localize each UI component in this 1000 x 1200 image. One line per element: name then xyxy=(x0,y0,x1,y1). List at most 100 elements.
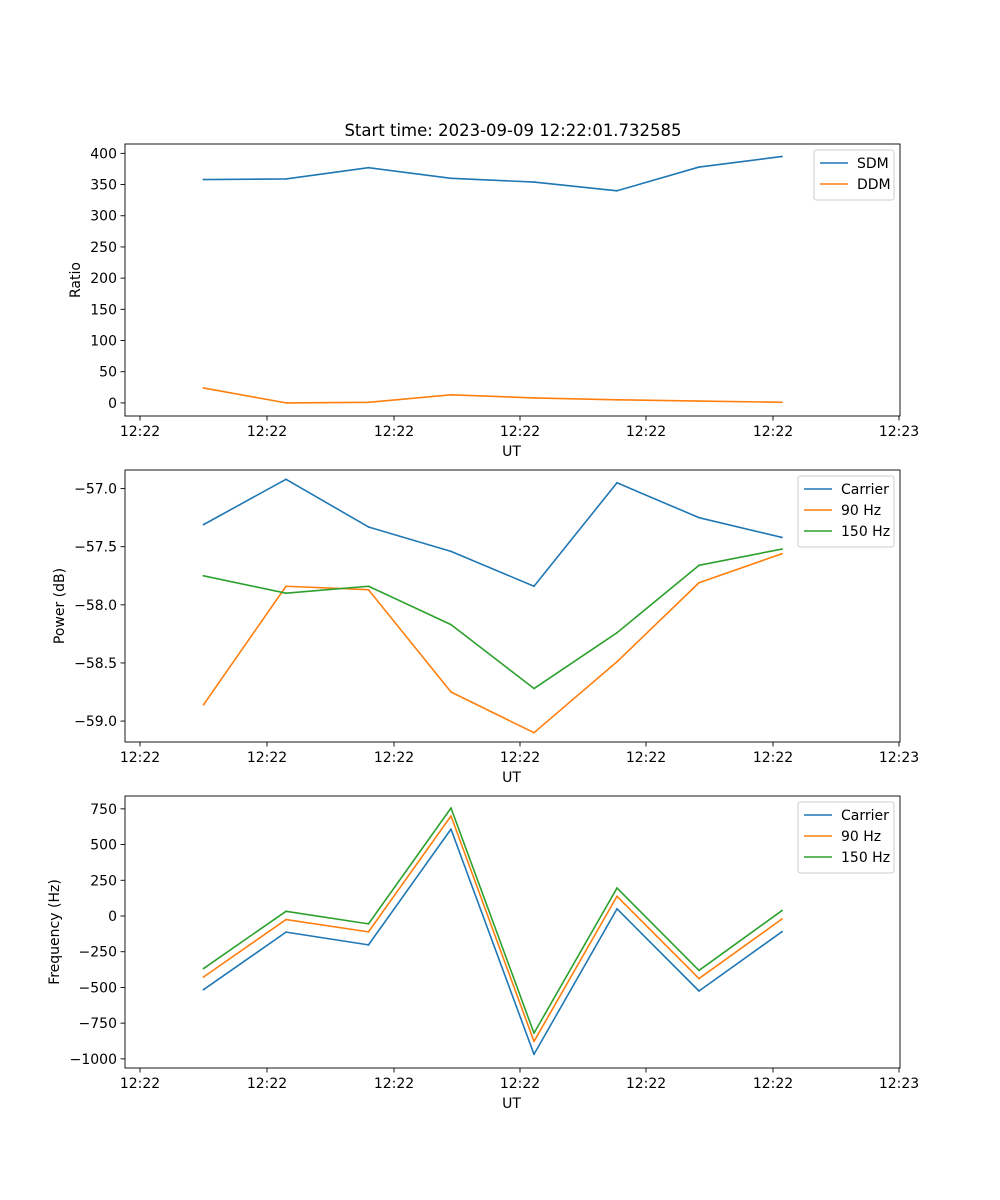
data-point xyxy=(367,166,370,169)
data-point xyxy=(616,398,618,401)
data-point xyxy=(533,1053,535,1056)
y-tick-label: −250 xyxy=(79,945,117,961)
data-point xyxy=(450,393,452,396)
legend-label: 150 Hz xyxy=(841,524,890,540)
x-tick-label: 12:22 xyxy=(753,750,793,766)
x-tick-label: 12:22 xyxy=(120,1076,160,1092)
data-point xyxy=(698,977,700,980)
y-tick-label: 350 xyxy=(90,178,117,194)
x-tick-label: 12:22 xyxy=(374,424,414,440)
y-tick-label: −59.0 xyxy=(74,714,117,730)
data-point xyxy=(202,988,205,991)
data-point xyxy=(450,828,452,831)
y-axis-label: Frequency (Hz) xyxy=(47,879,63,985)
x-tick-label: 12:23 xyxy=(879,750,919,766)
series-line-sdm xyxy=(203,155,783,192)
series-line-90-hz xyxy=(203,815,783,1043)
x-tick-label: 12:22 xyxy=(120,750,160,766)
x-tick-label: 12:22 xyxy=(247,1076,287,1092)
y-tick-label: −1000 xyxy=(70,1052,117,1068)
data-point xyxy=(285,592,287,595)
data-point xyxy=(781,909,783,912)
x-tick-label: 12:22 xyxy=(120,424,160,440)
chart-panel-3: 12:22 12:22 12:22 12:22 12:22 12:22 12:23 UT −10… xyxy=(47,795,919,1112)
y-tick-label: −57.5 xyxy=(74,540,117,556)
data-point xyxy=(285,402,287,404)
plot-frame xyxy=(124,143,901,417)
data-point xyxy=(202,523,205,526)
x-tick-label: 12:22 xyxy=(374,1076,414,1092)
y-tick-label: 750 xyxy=(90,802,117,818)
data-point xyxy=(367,401,370,404)
data-point xyxy=(616,895,618,898)
legend-box xyxy=(797,801,895,874)
x-tick-label: 12:22 xyxy=(753,424,793,440)
data-point xyxy=(698,516,700,519)
data-point xyxy=(781,918,783,920)
x-tick-label: 12:22 xyxy=(247,750,287,766)
x-tick-label: 12:22 xyxy=(500,1076,540,1092)
y-tick-label: 400 xyxy=(90,146,117,162)
data-point xyxy=(202,178,205,181)
data-point xyxy=(367,526,370,528)
data-point xyxy=(533,687,535,690)
y-tick-label: −500 xyxy=(79,980,117,996)
data-point xyxy=(781,930,783,933)
data-point xyxy=(367,588,370,591)
y-tick-label: 150 xyxy=(90,302,117,318)
data-point xyxy=(616,189,618,192)
legend: Carrier 90 Hz 150 Hz xyxy=(797,801,895,874)
data-point xyxy=(781,548,783,550)
data-point xyxy=(285,178,287,180)
data-point xyxy=(698,990,700,992)
data-point xyxy=(285,478,287,481)
data-point xyxy=(202,703,205,706)
panels: 12:22 12:22 12:22 12:22 12:22 12:22 12:23 UT 0 50… xyxy=(47,143,919,1112)
y-tick-label: 300 xyxy=(90,209,117,225)
legend-label: 150 Hz xyxy=(841,850,890,866)
data-point xyxy=(616,631,618,634)
series-line-150-hz xyxy=(203,807,783,1034)
data-point xyxy=(698,564,700,567)
data-point xyxy=(533,585,535,588)
data-point xyxy=(533,731,535,734)
x-tick-label: 12:22 xyxy=(500,750,540,766)
chart-panel-2: 12:22 12:22 12:22 12:22 12:22 12:22 12:23 UT −59… xyxy=(52,469,919,786)
data-point xyxy=(367,943,370,946)
y-tick-label: 50 xyxy=(99,365,117,381)
data-point xyxy=(285,585,287,588)
x-tick-label: 12:22 xyxy=(753,1076,793,1092)
legend-box xyxy=(797,475,895,548)
data-point xyxy=(616,887,618,889)
x-axis-label: UT xyxy=(502,770,521,786)
data-point xyxy=(202,387,205,389)
data-point xyxy=(616,660,618,663)
data-point xyxy=(781,552,783,555)
x-tick-label: 12:23 xyxy=(879,424,919,440)
data-point xyxy=(698,969,700,972)
series-line-carrier xyxy=(203,828,783,1056)
data-point xyxy=(450,691,452,693)
y-tick-label: 0 xyxy=(108,909,117,925)
data-point xyxy=(202,967,205,970)
x-tick-label: 12:22 xyxy=(626,1076,666,1092)
data-point xyxy=(367,930,370,933)
data-point xyxy=(367,585,370,588)
y-tick-label: 100 xyxy=(90,334,117,350)
x-tick-label: 12:22 xyxy=(247,424,287,440)
plot-frame xyxy=(124,469,901,743)
series-line-150-hz xyxy=(203,548,783,690)
chart-panel-1: 12:22 12:22 12:22 12:22 12:22 12:22 12:23 UT 0 50… xyxy=(68,143,919,460)
x-tick-label: 12:22 xyxy=(500,424,540,440)
y-tick-label: 250 xyxy=(90,240,117,256)
legend-label: Carrier xyxy=(841,808,889,824)
y-axis-label: Power (dB) xyxy=(52,568,68,644)
data-point xyxy=(450,550,452,553)
data-point xyxy=(698,166,700,168)
data-point xyxy=(781,536,783,539)
plot-frame xyxy=(124,795,901,1069)
x-tick-label: 12:22 xyxy=(626,424,666,440)
legend: Carrier 90 Hz 150 Hz xyxy=(797,475,895,548)
legend-label: SDM xyxy=(857,156,889,172)
